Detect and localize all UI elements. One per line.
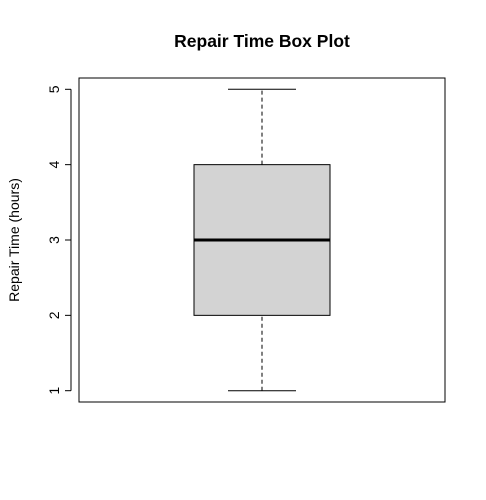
y-tick-label: 5 (46, 85, 62, 93)
box-plot (193, 88, 331, 392)
y-tick-label: 2 (46, 311, 62, 319)
y-tick-label: 1 (46, 387, 62, 395)
chart-title: Repair Time Box Plot (174, 31, 350, 51)
y-axis: 1 2 3 4 5 (46, 85, 72, 395)
y-tick-label: 3 (46, 236, 62, 244)
plot-frame (78, 77, 446, 403)
y-tick-label: 4 (46, 161, 62, 169)
y-axis-label: Repair Time (hours) (6, 178, 22, 302)
